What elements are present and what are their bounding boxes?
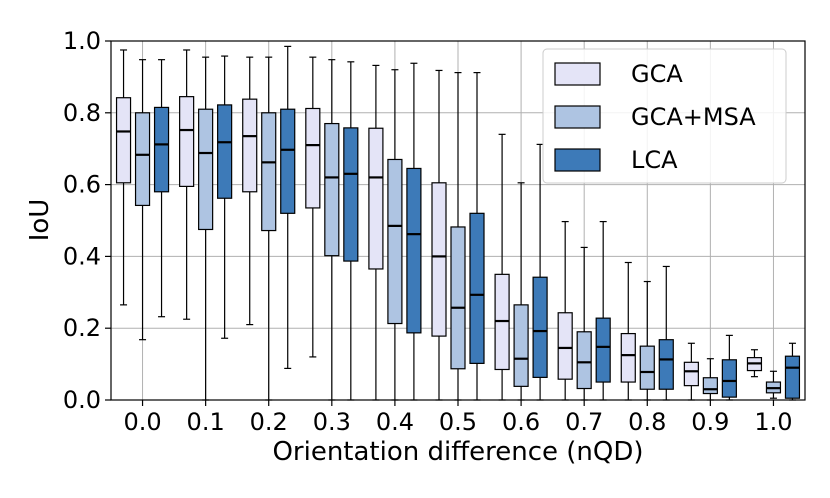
box — [217, 55, 233, 339]
box — [639, 280, 655, 401]
x-axis-ticks: 0.0 0.1 0.2 0.3 0.4 0.5 0.6 0.7 0.8 0.9 1.0 — [123, 400, 793, 436]
y-tick-label: 1.0 — [63, 27, 101, 55]
x-tick-label: 0.1 — [187, 408, 225, 436]
box — [368, 64, 384, 401]
x-tick-label: 0.7 — [565, 408, 603, 436]
x-tick-label: 0.4 — [376, 408, 414, 436]
box — [305, 56, 321, 358]
y-tick-label: 0.8 — [63, 99, 101, 127]
y-axis-label: IoU — [25, 199, 55, 242]
box — [406, 62, 422, 401]
legend-frame — [542, 48, 787, 184]
box — [557, 220, 573, 401]
box-body — [368, 127, 384, 270]
x-tick-label: 0.2 — [250, 408, 288, 436]
legend-label: GCA — [631, 60, 683, 88]
x-tick-label: 0.9 — [691, 408, 729, 436]
box — [513, 182, 529, 401]
legend-swatch — [554, 105, 601, 129]
box — [765, 370, 782, 399]
box — [280, 45, 296, 370]
box — [343, 61, 359, 401]
box-body — [576, 331, 592, 390]
box-body — [513, 304, 529, 387]
box — [576, 246, 592, 401]
legend-swatch — [554, 62, 601, 86]
x-tick-label: 0.0 — [123, 408, 161, 436]
y-tick-label: 0.4 — [63, 242, 101, 270]
box-body — [261, 112, 277, 232]
x-axis-label: Orientation difference (nQD) — [272, 437, 643, 467]
box-body — [153, 106, 170, 193]
box-body — [557, 312, 573, 380]
box-body — [683, 361, 699, 387]
box-body — [280, 108, 296, 214]
box — [387, 69, 403, 401]
box — [532, 143, 548, 401]
box — [179, 49, 195, 320]
box-body — [595, 317, 611, 383]
series-gca-msa — [134, 56, 782, 401]
box-body — [721, 359, 737, 398]
box-body — [387, 158, 403, 325]
box — [198, 56, 214, 401]
x-tick-label: 0.3 — [313, 408, 351, 436]
box — [494, 133, 510, 401]
box-body — [702, 377, 718, 395]
box-body — [343, 127, 359, 262]
box — [721, 334, 737, 401]
y-tick-label: 0.0 — [63, 386, 101, 414]
box — [242, 56, 258, 326]
box — [702, 358, 718, 401]
box-body — [198, 108, 214, 231]
box-body — [469, 212, 485, 364]
y-axis-ticks: 0.0 0.2 0.4 0.6 0.8 1.0 — [63, 27, 111, 414]
box-plot-area — [115, 45, 801, 401]
box — [450, 71, 466, 401]
box — [658, 265, 674, 401]
box-body — [134, 112, 151, 207]
box — [784, 342, 801, 401]
legend: GCA GCA+MSA LCA — [542, 48, 787, 184]
box-body — [532, 276, 548, 378]
box-body — [179, 96, 195, 187]
box — [261, 56, 277, 401]
box-body — [784, 355, 801, 399]
box-body — [242, 98, 258, 193]
box — [153, 59, 170, 318]
legend-swatch — [554, 148, 601, 172]
box-body — [324, 122, 340, 257]
box — [115, 49, 132, 306]
series-gca — [115, 49, 763, 401]
box — [324, 59, 340, 401]
box-body — [217, 104, 233, 199]
box-body — [431, 182, 447, 337]
box — [134, 59, 151, 341]
legend-label: LCA — [631, 146, 678, 174]
x-tick-label: 1.0 — [754, 408, 792, 436]
x-tick-label: 0.5 — [439, 408, 477, 436]
box — [746, 349, 763, 378]
box — [620, 261, 636, 401]
box-body — [115, 97, 132, 184]
box — [431, 69, 447, 401]
box-body — [658, 339, 674, 390]
box-body — [620, 332, 636, 383]
legend-label: GCA+MSA — [631, 103, 756, 131]
y-tick-label: 0.6 — [63, 171, 101, 199]
x-tick-label: 0.6 — [502, 408, 540, 436]
box-body — [639, 345, 655, 390]
box-body — [450, 226, 466, 370]
box — [595, 220, 611, 401]
box — [469, 71, 485, 401]
box-body — [406, 167, 422, 334]
series-lca — [153, 45, 801, 401]
box — [683, 342, 699, 401]
x-tick-label: 0.8 — [628, 408, 666, 436]
box-body — [305, 107, 321, 209]
y-tick-label: 0.2 — [63, 314, 101, 342]
